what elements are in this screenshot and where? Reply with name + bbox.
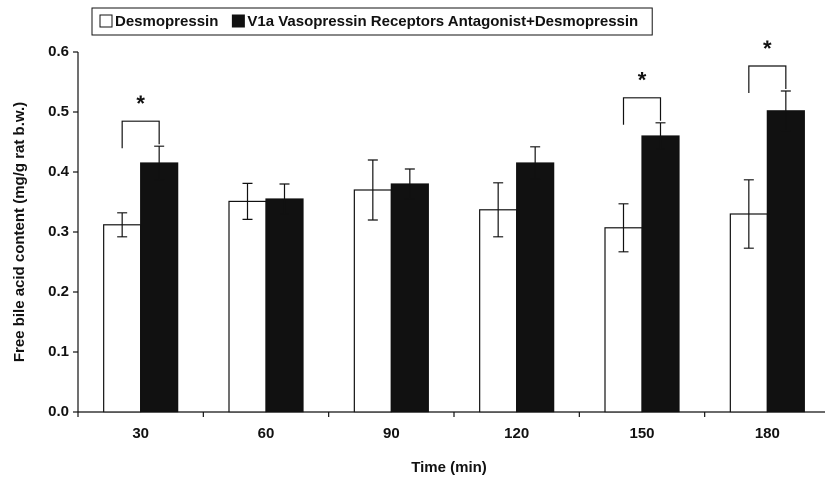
error-bar [279, 183, 290, 215]
legend-swatch [231, 14, 245, 28]
y-tick-label: 0.1 [48, 343, 69, 360]
error-bar [743, 179, 754, 249]
x-tick-label: 60 [258, 425, 275, 442]
significance-label: * [638, 68, 647, 93]
y-tick-label: 0.6 [48, 43, 69, 60]
x-tick-label: 90 [383, 425, 400, 442]
legend-label: Desmopressin [115, 13, 218, 30]
y-tick-label: 0.5 [48, 103, 69, 120]
bar [265, 198, 304, 413]
error-bar [117, 212, 128, 238]
y-axis-title: Free bile acid content (mg/g rat b.w.) [11, 102, 28, 362]
x-tick-label: 120 [504, 425, 529, 442]
significance-label: * [136, 91, 145, 116]
error-bar [618, 203, 629, 253]
significance-label: * [763, 36, 772, 61]
error-bar [367, 159, 378, 221]
significance-bracket [121, 120, 160, 149]
bar [604, 227, 643, 413]
y-tick-label: 0.0 [48, 403, 69, 420]
significance-bracket [748, 65, 787, 93]
y-tick-label: 0.3 [48, 223, 69, 240]
bar [641, 135, 680, 413]
bar [140, 162, 179, 413]
legend-swatch [99, 14, 113, 28]
error-bar [493, 182, 504, 238]
legend-label: V1a Vasopressin Receptors Antagonist+Des… [247, 13, 638, 30]
bar [390, 183, 429, 413]
error-bar [530, 146, 541, 180]
error-bar [404, 168, 415, 200]
error-bar [154, 145, 165, 181]
bar [103, 224, 142, 413]
legend-box [91, 7, 653, 36]
x-tick-label: 30 [132, 425, 149, 442]
error-bar [780, 90, 791, 132]
bar [479, 209, 518, 413]
x-tick-label: 180 [755, 425, 780, 442]
x-axis-title: Time (min) [411, 459, 487, 476]
error-bar [655, 122, 666, 150]
bar [516, 162, 555, 413]
bar [228, 200, 267, 413]
significance-bracket [622, 97, 662, 125]
bar [766, 110, 805, 413]
bar [353, 189, 392, 413]
x-tick-label: 150 [629, 425, 654, 442]
y-tick-label: 0.4 [48, 163, 70, 180]
y-tick-label: 0.2 [48, 283, 69, 300]
error-bar [242, 182, 253, 220]
